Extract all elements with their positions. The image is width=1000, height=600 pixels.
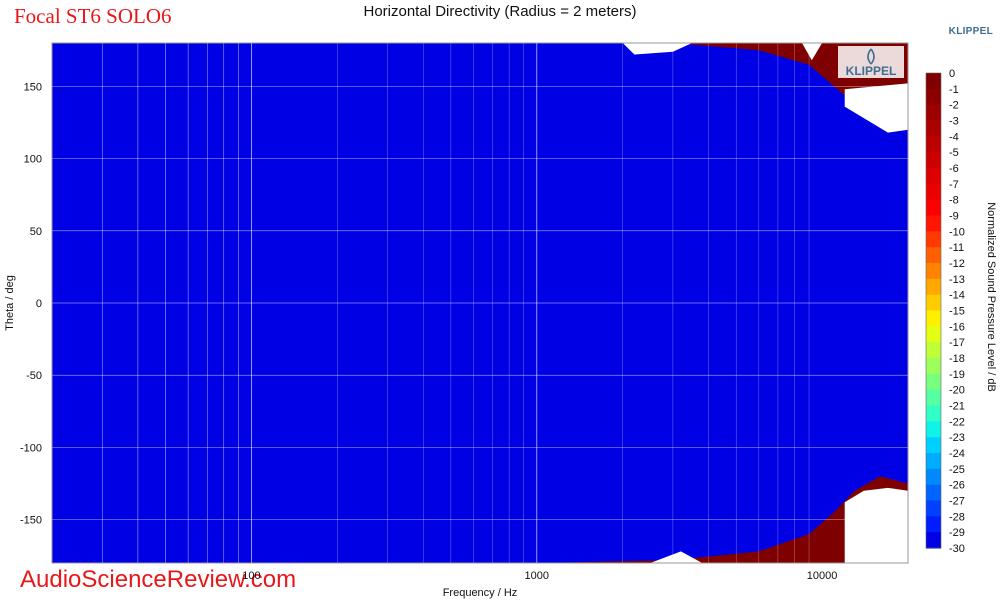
- colorbar-tick-label: 0: [949, 68, 955, 80]
- colorbar-tick-label: -23: [949, 432, 965, 444]
- colorbar-swatch: [926, 231, 941, 248]
- colorbar-tick-label: -11: [949, 242, 964, 254]
- x-tick-label: 1000: [525, 570, 549, 582]
- colorbar-swatch: [926, 136, 941, 153]
- colorbar-tick-label: -9: [949, 211, 959, 223]
- colorbar-tick-label: -28: [949, 511, 965, 523]
- colorbar-swatch: [926, 516, 941, 533]
- x-axis-ticks: 100 1000 10000: [242, 570, 837, 582]
- colorbar-tick-label: -22: [949, 416, 965, 428]
- colorbar-tick-label: -1: [949, 84, 959, 96]
- y-axis-label: Theta / deg: [4, 275, 16, 331]
- below-range-region: [802, 43, 823, 61]
- colorbar-tick-label: -13: [949, 274, 965, 286]
- colorbar-tick-label: -30: [949, 543, 965, 555]
- colorbar-tick-label: -5: [949, 147, 959, 159]
- colorbar-swatch: [926, 215, 941, 232]
- colorbar-swatch: [926, 183, 941, 201]
- colorbar-swatch: [926, 453, 941, 470]
- colorbar-tick-label: -3: [949, 116, 959, 128]
- colorbar-tick-label: -8: [949, 195, 959, 207]
- colorbar-swatch: [926, 373, 941, 391]
- colorbar-tick-label: -10: [949, 226, 965, 238]
- colorbar-swatch: [926, 389, 941, 407]
- colorbar-label: Normalized Sound Pressure Level / dB: [985, 202, 997, 392]
- colorbar-tick-label: -16: [949, 321, 965, 333]
- colorbar-tick-label: -29: [949, 527, 965, 539]
- colorbar-frame: [925, 72, 942, 549]
- y-tick-label: 150: [24, 81, 42, 93]
- below-range-region: [844, 487, 908, 563]
- plot-klippel-logo-text: KLIPPEL: [846, 64, 897, 78]
- colorbar: 0 -1 -2 -3 -4 -5 -6 -7 -8 -9 -10 -11 -12 -13 -14 -15 -16…: [925, 68, 965, 555]
- y-tick-label: 0: [36, 298, 42, 310]
- colorbar-swatch: [926, 500, 941, 517]
- klippel-corner-logo: KLIPPEL: [948, 26, 993, 37]
- colorbar-tick-label: -21: [949, 401, 965, 413]
- plot-frame: [51, 42, 909, 564]
- below-range-region: [844, 83, 908, 133]
- colorbar-tick-label: -26: [949, 480, 965, 492]
- y-tick-label: -50: [26, 370, 42, 382]
- colorbar-swatch: [926, 468, 941, 486]
- colorbar-swatch: [926, 532, 941, 549]
- y-tick-label: -100: [20, 442, 42, 454]
- colorbar-tick-label: -14: [949, 290, 965, 302]
- colorbar-swatch: [926, 263, 941, 280]
- colorbar-tick-label: -17: [949, 337, 965, 349]
- colorbar-tick-label: -7: [949, 179, 959, 191]
- y-tick-label: 50: [30, 226, 42, 238]
- colorbar-swatch: [926, 421, 941, 438]
- colorbar-swatch: [926, 73, 941, 90]
- colorbar-swatch: [926, 104, 941, 122]
- below-range-region: [622, 43, 692, 55]
- colorbar-tick-label: -20: [949, 385, 965, 397]
- plot-klippel-logo: KLIPPEL: [838, 46, 904, 78]
- below-range-region: [650, 551, 703, 563]
- colorbar-swatch: [926, 294, 941, 312]
- colorbar-swatch: [926, 342, 941, 359]
- colorbar-swatch: [926, 88, 941, 106]
- y-tick-label: 100: [24, 154, 42, 166]
- watermark-text: AudioScienceReview.com: [20, 566, 297, 593]
- colorbar-swatch: [926, 310, 941, 327]
- colorbar-swatch: [926, 326, 941, 343]
- colorbar-swatch: [926, 278, 941, 296]
- colorbar-tick-label: -27: [949, 496, 965, 508]
- colorbar-swatch: [926, 405, 941, 422]
- brand-title: Focal ST6 SOLO6: [14, 4, 172, 28]
- colorbar-tick-label: -4: [949, 131, 959, 143]
- grid-layer: [51, 43, 908, 563]
- colorbar-swatch: [926, 120, 941, 137]
- x-tick-label: 100: [242, 570, 260, 582]
- colorbar-tick-label: -6: [949, 163, 959, 175]
- colorbar-swatch: [926, 437, 941, 454]
- colorbar-swatch: [926, 247, 941, 264]
- chart-title: Horizontal Directivity (Radius = 2 meter…: [363, 3, 637, 20]
- colorbar-tick-label: -2: [949, 100, 959, 112]
- colorbar-tick-label: -19: [949, 369, 965, 381]
- colorbar-tick-label: -18: [949, 353, 965, 365]
- colorbar-swatch: [926, 358, 941, 375]
- below-range-layer: [622, 43, 908, 563]
- colorbar-tick-label: -24: [949, 448, 965, 460]
- y-tick-label: -150: [20, 515, 42, 527]
- colorbar-swatch: [926, 168, 941, 185]
- x-axis-label: Frequency / Hz: [443, 587, 518, 599]
- colorbar-tick-label: -15: [949, 306, 965, 318]
- colorbar-tick-label: -12: [949, 258, 965, 270]
- colorbar-swatch: [926, 152, 941, 169]
- colorbar-tick-label: -25: [949, 464, 965, 476]
- colorbar-swatch: [926, 484, 941, 502]
- y-axis-ticks: 150 100 50 0 -50 -100 -150: [20, 81, 42, 526]
- x-tick-label: 10000: [807, 570, 838, 582]
- colorbar-swatch: [926, 199, 941, 217]
